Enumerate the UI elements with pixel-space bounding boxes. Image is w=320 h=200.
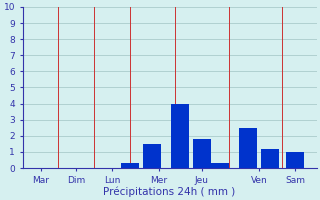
X-axis label: Précipitations 24h ( mm ): Précipitations 24h ( mm ) — [103, 186, 236, 197]
Bar — [211, 163, 229, 168]
Bar — [172, 104, 189, 168]
Bar — [143, 144, 161, 168]
Bar — [286, 152, 304, 168]
Bar — [193, 139, 211, 168]
Bar — [239, 128, 257, 168]
Bar — [261, 149, 279, 168]
Bar — [121, 163, 139, 168]
